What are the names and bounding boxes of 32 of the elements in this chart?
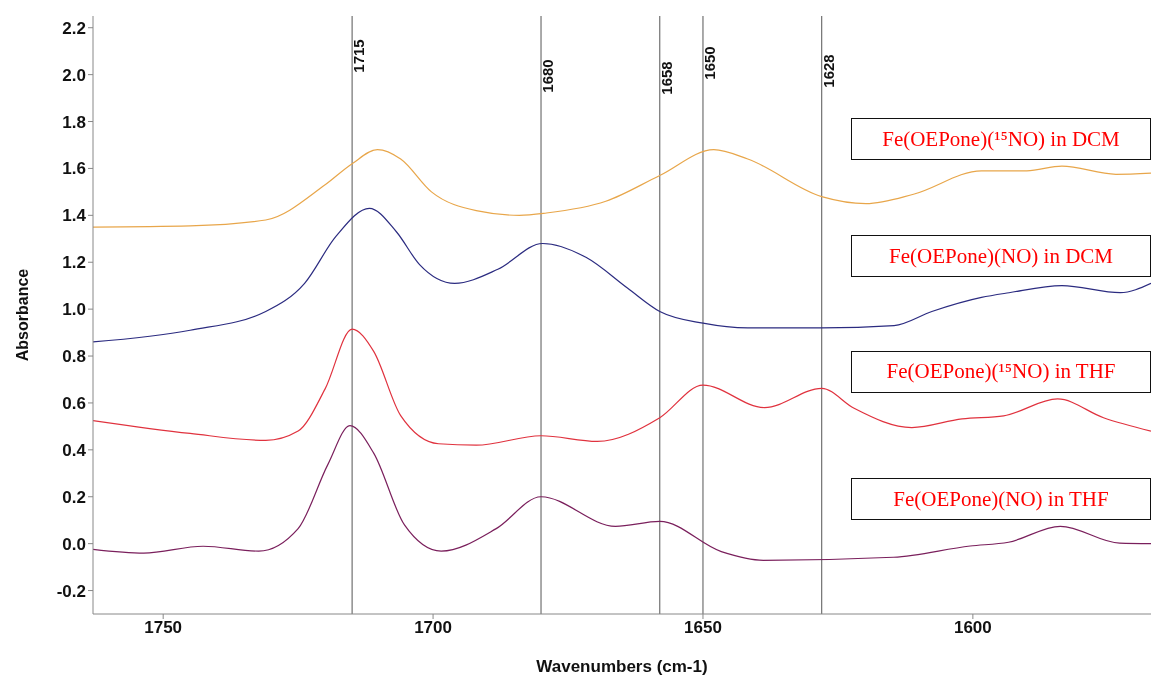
ref-line-label: 1658 <box>657 61 675 95</box>
y-tick-label: 1.0 <box>62 300 86 320</box>
y-tick-label: 1.2 <box>62 253 86 273</box>
y-tick-label: 0.0 <box>62 534 86 554</box>
ref-line-label: 1650 <box>700 46 718 80</box>
line-series <box>93 328 1151 446</box>
y-tick-label: 2.0 <box>62 65 86 85</box>
ref-line-label: 1680 <box>539 59 557 93</box>
x-tick-label: 1750 <box>144 618 183 638</box>
series-label: Fe(OEPone)(NO) in THF <box>851 478 1151 521</box>
y-tick-label: 1.6 <box>62 159 86 179</box>
series-label: Fe(OEPone)(¹⁵NO) in THF <box>851 350 1151 393</box>
y-axis-title: Absorbance <box>13 268 31 362</box>
line-series <box>93 149 1151 228</box>
series-label: Fe(OEPone)(NO) in DCM <box>851 235 1151 278</box>
line-series <box>93 425 1151 561</box>
ref-line-label: 1715 <box>350 39 368 73</box>
y-tick-label: 1.4 <box>62 206 87 226</box>
y-tick-label: 2.2 <box>62 18 86 38</box>
y-tick-label: 1.8 <box>62 112 86 132</box>
x-tick-label: 1650 <box>684 618 722 638</box>
series-label: Fe(OEPone)(¹⁵NO) in DCM <box>851 118 1151 161</box>
x-tick-label: 1600 <box>953 618 992 638</box>
y-tick-label: 0.4 <box>62 440 87 460</box>
y-tick-label: -0.2 <box>56 581 86 601</box>
ref-line-label: 1628 <box>819 54 837 88</box>
x-tick-label: 1700 <box>414 618 452 638</box>
line-series <box>93 207 1151 343</box>
y-tick-label: 0.8 <box>62 347 86 367</box>
y-tick-label: 0.6 <box>62 393 86 413</box>
x-axis-title: Wavenumbers (cm-1) <box>536 657 708 676</box>
y-tick-label: 0.2 <box>62 487 86 507</box>
